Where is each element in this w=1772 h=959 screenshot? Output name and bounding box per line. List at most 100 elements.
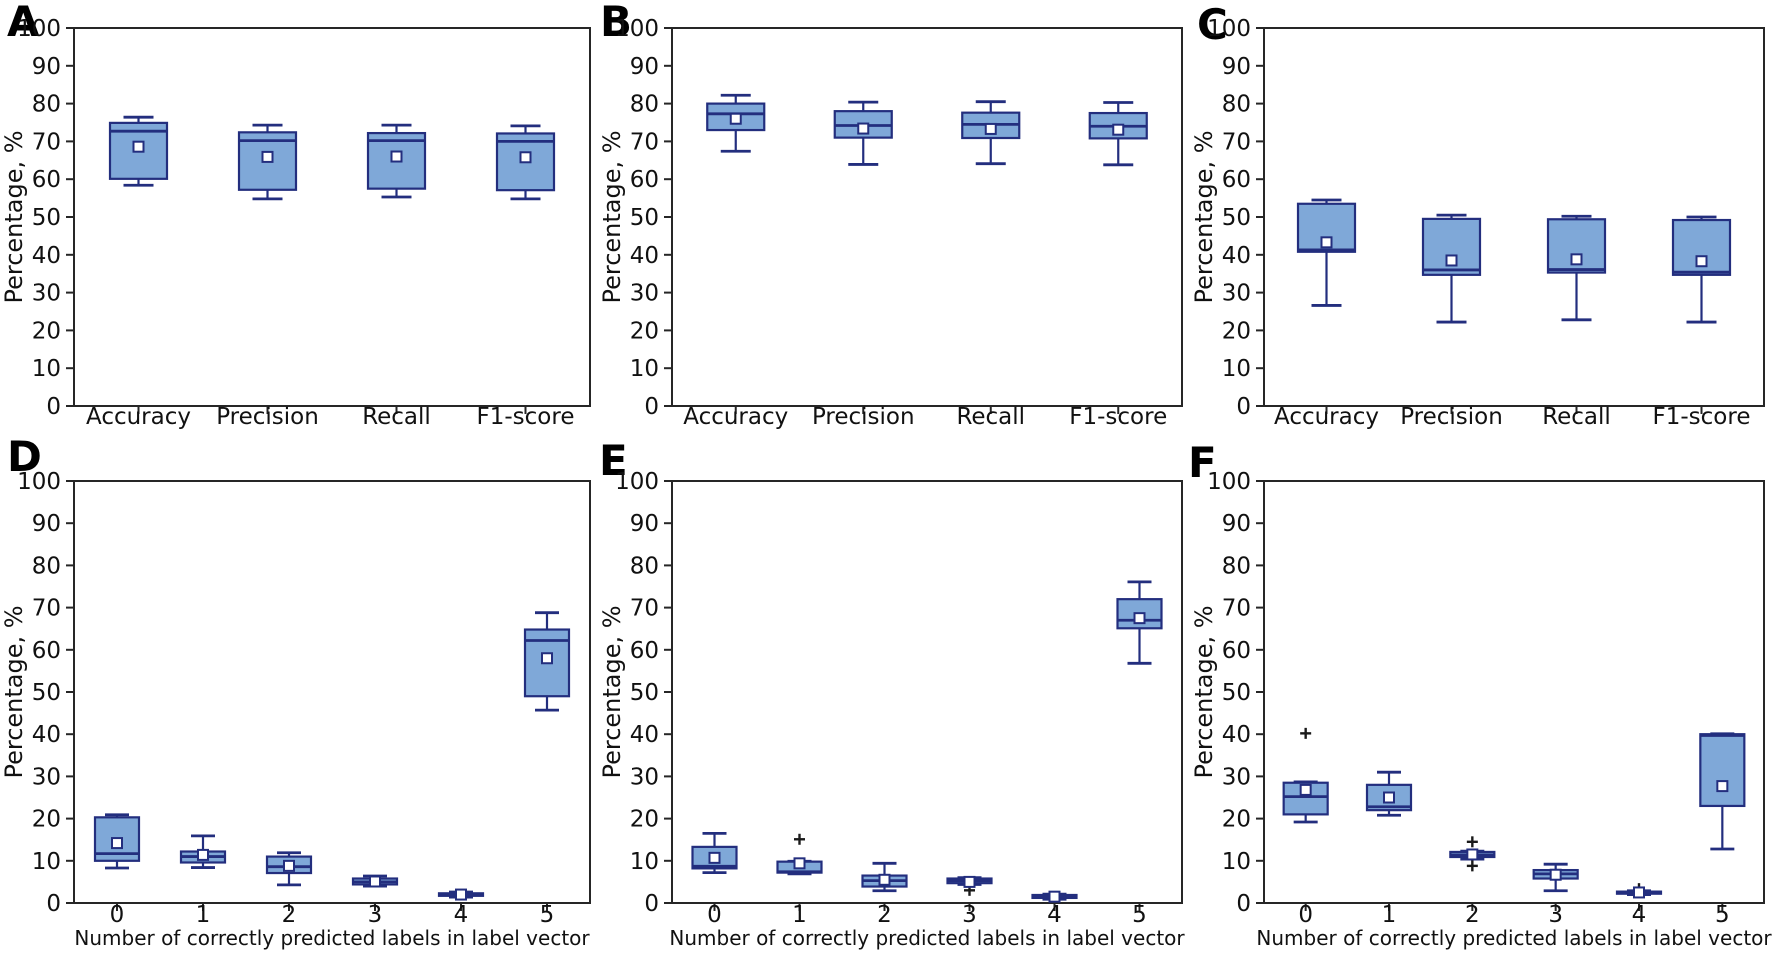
svg-text:2: 2 [282,902,297,928]
svg-text:40: 40 [1222,243,1251,269]
svg-text:F1-score: F1-score [1653,404,1751,430]
svg-text:100: 100 [615,469,659,495]
panel-d: 0 10 20 30 40 50 60 70 80 90 100 Percentage, % 0 1 2 3 4… [0,462,598,959]
panel-c-letter: C [1197,0,1228,49]
svg-text:30: 30 [32,764,61,790]
svg-text:4: 4 [454,902,469,928]
svg-text:90: 90 [1222,54,1251,80]
svg-text:20: 20 [32,318,61,344]
svg-text:90: 90 [1222,511,1251,537]
svg-text:60: 60 [630,167,659,193]
svg-text:Precision: Precision [216,404,319,430]
svg-text:1: 1 [1382,902,1397,928]
svg-text:Percentage, %: Percentage, % [598,130,626,303]
svg-text:10: 10 [32,356,61,382]
panel-a-plot: 0 10 20 30 40 50 60 70 80 90 100 Percentage, % Accur… [0,16,591,430]
svg-text:60: 60 [32,167,61,193]
svg-text:20: 20 [1222,318,1251,344]
svg-text:90: 90 [630,511,659,537]
svg-text:50: 50 [630,680,659,706]
svg-text:100: 100 [615,16,659,42]
svg-text:0: 0 [46,394,61,420]
svg-text:10: 10 [1222,356,1251,382]
svg-text:40: 40 [630,243,659,269]
panel-a: 0 10 20 30 40 50 60 70 80 90 100 Percentage, % Accur… [0,0,598,462]
svg-text:50: 50 [1222,680,1251,706]
svg-text:0: 0 [1236,394,1251,420]
svg-text:Precision: Precision [1400,404,1503,430]
svg-text:Number of correctly predicted: Number of correctly predicted labels in … [1256,926,1772,950]
svg-text:40: 40 [32,243,61,269]
panel-f: 0 10 20 30 40 50 60 70 80 90 100 Percentage, % 0 1 2 3 4… [1190,462,1772,959]
svg-text:10: 10 [630,849,659,875]
svg-text:80: 80 [1222,553,1251,579]
svg-text:40: 40 [32,722,61,748]
svg-text:70: 70 [32,129,61,155]
panel-b-letter: B [600,0,633,46]
panel-e-letter: E [599,436,628,485]
panel-d-letter: D [7,432,42,481]
svg-text:40: 40 [630,722,659,748]
svg-text:10: 10 [630,356,659,382]
svg-text:30: 30 [1222,281,1251,307]
svg-text:80: 80 [630,92,659,118]
svg-text:1: 1 [792,902,807,928]
panel-b-plot: 0 10 20 30 40 50 60 70 80 90 100 Percentage, % Accur… [598,16,1183,430]
svg-text:20: 20 [32,807,61,833]
svg-text:70: 70 [630,129,659,155]
svg-text:70: 70 [1222,596,1251,622]
svg-text:F1-score: F1-score [1069,404,1167,430]
svg-text:4: 4 [1632,902,1647,928]
svg-text:100: 100 [1207,469,1251,495]
svg-text:30: 30 [630,764,659,790]
svg-text:3: 3 [962,902,977,928]
svg-text:90: 90 [630,54,659,80]
svg-text:60: 60 [32,638,61,664]
svg-text:Recall: Recall [1542,404,1611,430]
svg-text:Percentage, %: Percentage, % [598,605,626,778]
svg-text:Percentage, %: Percentage, % [1190,130,1218,303]
svg-text:50: 50 [32,680,61,706]
svg-text:80: 80 [630,553,659,579]
svg-text:90: 90 [32,54,61,80]
panel-f-plot: 0 10 20 30 40 50 60 70 80 90 100 Percentage, % 0 1 2 3 4… [1190,469,1772,950]
svg-text:40: 40 [1222,722,1251,748]
svg-text:Percentage, %: Percentage, % [0,130,28,303]
svg-text:30: 30 [1222,764,1251,790]
svg-text:Recall: Recall [956,404,1025,430]
svg-text:5: 5 [540,902,555,928]
svg-text:4: 4 [1047,902,1062,928]
svg-text:0: 0 [1236,891,1251,917]
svg-text:0: 0 [46,891,61,917]
svg-text:70: 70 [630,596,659,622]
svg-text:20: 20 [1222,807,1251,833]
svg-text:50: 50 [630,205,659,231]
svg-text:1: 1 [196,902,211,928]
svg-text:60: 60 [1222,167,1251,193]
svg-text:5: 5 [1715,902,1730,928]
svg-text:70: 70 [1222,129,1251,155]
svg-text:70: 70 [32,596,61,622]
svg-text:2: 2 [1465,902,1480,928]
svg-text:60: 60 [1222,638,1251,664]
svg-text:Accuracy: Accuracy [683,404,788,430]
panel-c-plot: 0 10 20 30 40 50 60 70 80 90 100 Percentage, % Accur… [1190,16,1765,430]
svg-text:10: 10 [32,849,61,875]
svg-text:0: 0 [707,902,722,928]
svg-text:80: 80 [32,553,61,579]
svg-text:20: 20 [630,318,659,344]
svg-text:10: 10 [1222,849,1251,875]
panel-a-letter: A [7,0,40,46]
svg-text:Percentage, %: Percentage, % [0,605,28,778]
panel-c: 0 10 20 30 40 50 60 70 80 90 100 Percentage, % Accur… [1190,0,1772,462]
svg-text:Precision: Precision [812,404,915,430]
svg-text:Number of correctly predicted: Number of correctly predicted labels in … [74,926,590,950]
svg-text:0: 0 [1298,902,1313,928]
panel-b: 0 10 20 30 40 50 60 70 80 90 100 Percentage, % Accur… [598,0,1190,462]
svg-text:3: 3 [1548,902,1563,928]
panel-f-letter: F [1188,438,1217,487]
svg-text:Accuracy: Accuracy [1274,404,1379,430]
svg-text:30: 30 [630,281,659,307]
svg-text:80: 80 [1222,92,1251,118]
